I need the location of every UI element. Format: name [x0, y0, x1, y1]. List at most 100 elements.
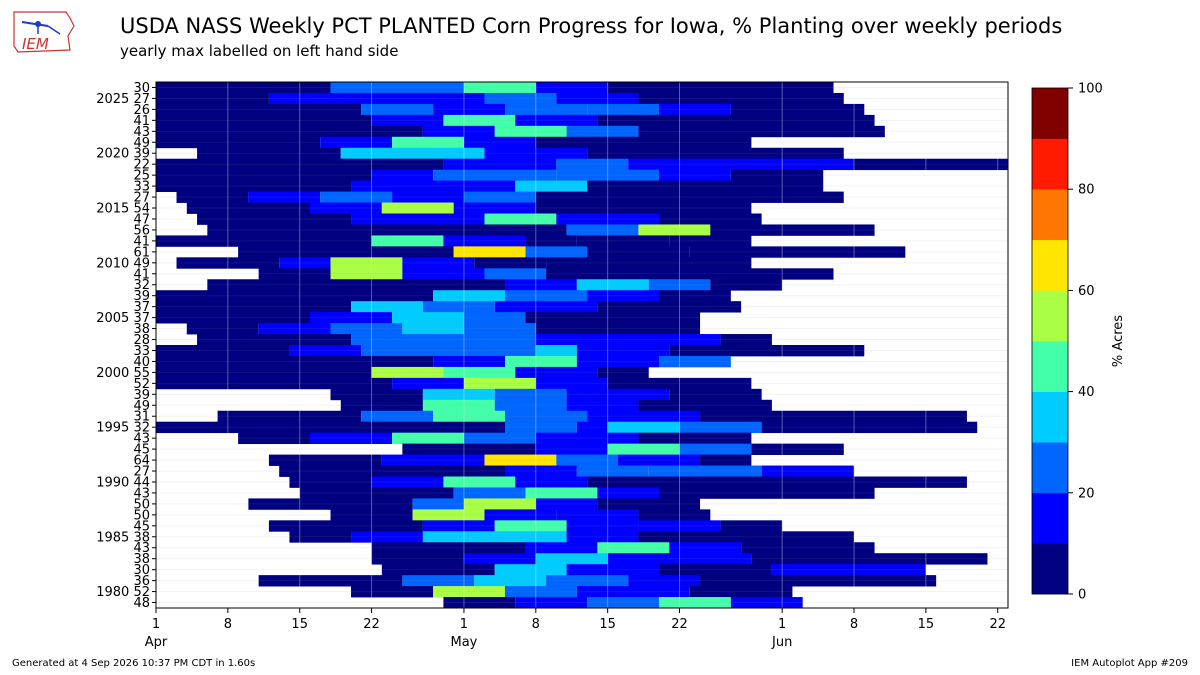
heatmap-cell	[689, 586, 793, 598]
heatmap-cell	[607, 82, 834, 94]
heatmap-cell	[700, 410, 967, 423]
heatmap-cell	[402, 443, 536, 455]
y-tick-label: 50	[133, 508, 150, 523]
heatmap-cell	[494, 125, 567, 138]
heatmap-cell	[156, 312, 310, 324]
heatmap-cell	[700, 575, 937, 587]
heatmap-cell	[556, 92, 639, 105]
y-tick-label: 33	[133, 344, 150, 359]
y-tick-label: 49	[133, 136, 150, 151]
heatmap-cell	[587, 180, 824, 192]
heatmap-cell	[597, 114, 875, 127]
heatmap-cell	[443, 476, 516, 488]
colorbar-frame	[1031, 87, 1069, 595]
colorbar-tick-label: 0	[1078, 588, 1086, 603]
heatmap-cell	[556, 454, 618, 466]
heatmap-cell	[176, 191, 249, 203]
heatmap-cell	[587, 597, 659, 609]
y-tick-label: 31	[133, 410, 150, 425]
heatmap-cell	[638, 520, 721, 532]
y-tick-label: 50	[133, 497, 150, 512]
heatmap-cell	[453, 202, 536, 214]
y-tick-label: 43	[133, 541, 150, 556]
heatmap-cell	[546, 257, 752, 269]
heatmap-cell	[156, 92, 269, 105]
colorbar: 0 20 40 60 80 100 % Acres	[1031, 82, 1126, 603]
heatmap-cell	[392, 312, 464, 324]
y-tick-label: 45	[133, 519, 150, 534]
heatmap-cell	[351, 301, 423, 313]
heatmap-cell	[309, 312, 393, 324]
heatmap-cell	[730, 597, 803, 609]
y-tick-label: 38	[133, 552, 150, 567]
heatmap-cell	[156, 345, 290, 357]
heatmap-cell	[525, 487, 598, 499]
heatmap-cell	[535, 553, 608, 565]
app-id: IEM Autoplot App #209	[1071, 658, 1188, 669]
heatmap-cell	[494, 301, 598, 313]
heatmap-cell	[268, 520, 423, 532]
heatmap-cell	[576, 279, 649, 291]
heatmap-cell	[566, 399, 639, 412]
heatmap-cell	[463, 136, 536, 149]
heatmap-cell	[156, 136, 321, 149]
heatmap-cell	[422, 301, 495, 313]
heatmap-cell	[371, 169, 434, 182]
x-tick-label: 15	[599, 617, 616, 632]
colorbar-tick-label: 80	[1078, 183, 1095, 198]
heatmap-cell	[556, 169, 659, 182]
heatmap-cell	[854, 476, 967, 488]
y-tick-label: 43	[133, 432, 150, 447]
heatmap-cell	[679, 443, 752, 455]
heatmap-cell	[156, 290, 434, 302]
heatmap-cell	[330, 509, 413, 521]
heatmap-cell	[556, 509, 639, 521]
heatmap-cell	[371, 421, 506, 434]
colorbar-swatch	[1032, 189, 1068, 241]
heatmap-cell	[505, 465, 577, 477]
heatmap-cell	[628, 575, 701, 587]
heatmap-cell	[607, 443, 680, 455]
x-tick-label: 15	[918, 617, 935, 632]
y-tick-label: 1985 38	[96, 530, 150, 545]
heatmap-cell	[463, 323, 536, 335]
iem-logo: IEM	[8, 6, 80, 62]
heatmap-cell	[658, 597, 731, 609]
heatmap-cell	[371, 366, 444, 379]
x-axis: 1 8 15 22 1 8 15 22 1 8 15 22 Apr May Jun	[145, 608, 1006, 650]
colorbar-swatch	[1032, 138, 1068, 190]
y-tick-label: 41	[133, 114, 150, 129]
heatmap-cell	[617, 454, 701, 466]
heatmap-cell	[751, 553, 988, 565]
y-tick-label: 32	[133, 278, 150, 293]
heatmap-cell	[535, 202, 752, 214]
plot-frame	[155, 81, 1009, 609]
heatmap-cell	[381, 202, 454, 214]
heatmap-cell	[494, 399, 567, 412]
heatmap-cell	[648, 465, 762, 477]
heatmap-cell	[422, 388, 495, 401]
heatmap-cell	[700, 454, 752, 466]
heatmap-cell	[505, 279, 577, 291]
heatmap-cell	[771, 564, 926, 576]
heatmap-cell	[576, 355, 659, 368]
heatmap-cell	[576, 345, 670, 357]
heatmap-cell	[658, 355, 731, 368]
heatmap-cell	[433, 410, 506, 423]
heatmap-cell	[238, 246, 454, 258]
y-tick-label: 41	[133, 267, 150, 282]
y-tick-label: 30	[133, 81, 150, 96]
heatmap-cell	[689, 246, 906, 258]
heatmap-cell	[402, 575, 475, 587]
heatmap-cell	[587, 103, 659, 116]
heatmap-cell	[156, 355, 434, 368]
heatmap-cell	[566, 520, 639, 532]
heatmap-cell	[669, 542, 742, 554]
heatmap-cell	[463, 377, 536, 390]
heatmap-cell	[494, 388, 567, 401]
chart-title: USDA NASS Weekly PCT PLANTED Corn Progre…	[120, 14, 1063, 38]
colorbar-swatch	[1032, 290, 1068, 342]
heatmap-cell	[258, 575, 403, 587]
heatmap-cell	[710, 279, 783, 291]
